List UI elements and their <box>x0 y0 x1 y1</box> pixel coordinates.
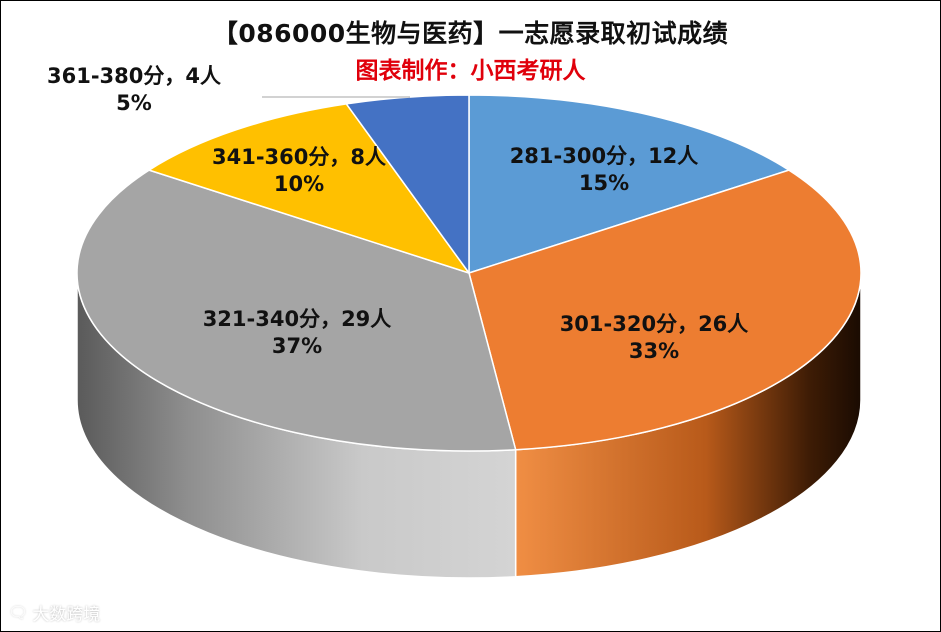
pie-top-layer <box>76 94 862 452</box>
pie-slice-301-320分 <box>468 169 862 451</box>
data-label-percent: 10% <box>274 172 324 196</box>
data-label-range-count: 301-320分，26人 <box>560 312 749 336</box>
data-label-341-360分: 341-360分，8人 10% <box>212 145 386 196</box>
data-label-percent: 37% <box>272 334 322 358</box>
chart-subtitle: 图表制作：小西考研人 <box>355 58 586 84</box>
data-label-range-count: 321-340分，29人 <box>203 307 392 331</box>
data-label-range-count: 341-360分，8人 <box>212 145 386 169</box>
chart-title: 【086000生物与医药】一志愿录取初试成绩 <box>212 19 729 48</box>
data-label-percent: 15% <box>579 171 629 195</box>
watermark: 🗨 大数跨境 <box>8 600 100 625</box>
data-label-321-340分: 321-340分，29人 37% <box>203 307 392 358</box>
pie-slice-281-300分 <box>468 94 790 274</box>
watermark-text: 大数跨境 <box>32 605 101 625</box>
data-label-range-count: 281-300分，12人 <box>510 144 699 168</box>
pie-slice-321-340分 <box>76 169 517 452</box>
data-label-range-count: 361-380分，4人 <box>47 64 221 88</box>
data-label-percent: 33% <box>629 339 679 363</box>
pie-label-layer: 281-300分，12人 15% 301-320分，26人 33% 321-340分，2… <box>47 64 748 363</box>
pie-slice-341-360分 <box>148 103 470 274</box>
data-label-301-320分: 301-320分，26人 33% <box>560 312 749 363</box>
data-label-361-380分: 361-380分，4人 5% <box>47 64 221 115</box>
data-label-percent: 5% <box>116 91 152 115</box>
data-label-281-300分: 281-300分，12人 15% <box>510 144 699 195</box>
speech-bubble-icon: 🗨 <box>8 603 29 622</box>
